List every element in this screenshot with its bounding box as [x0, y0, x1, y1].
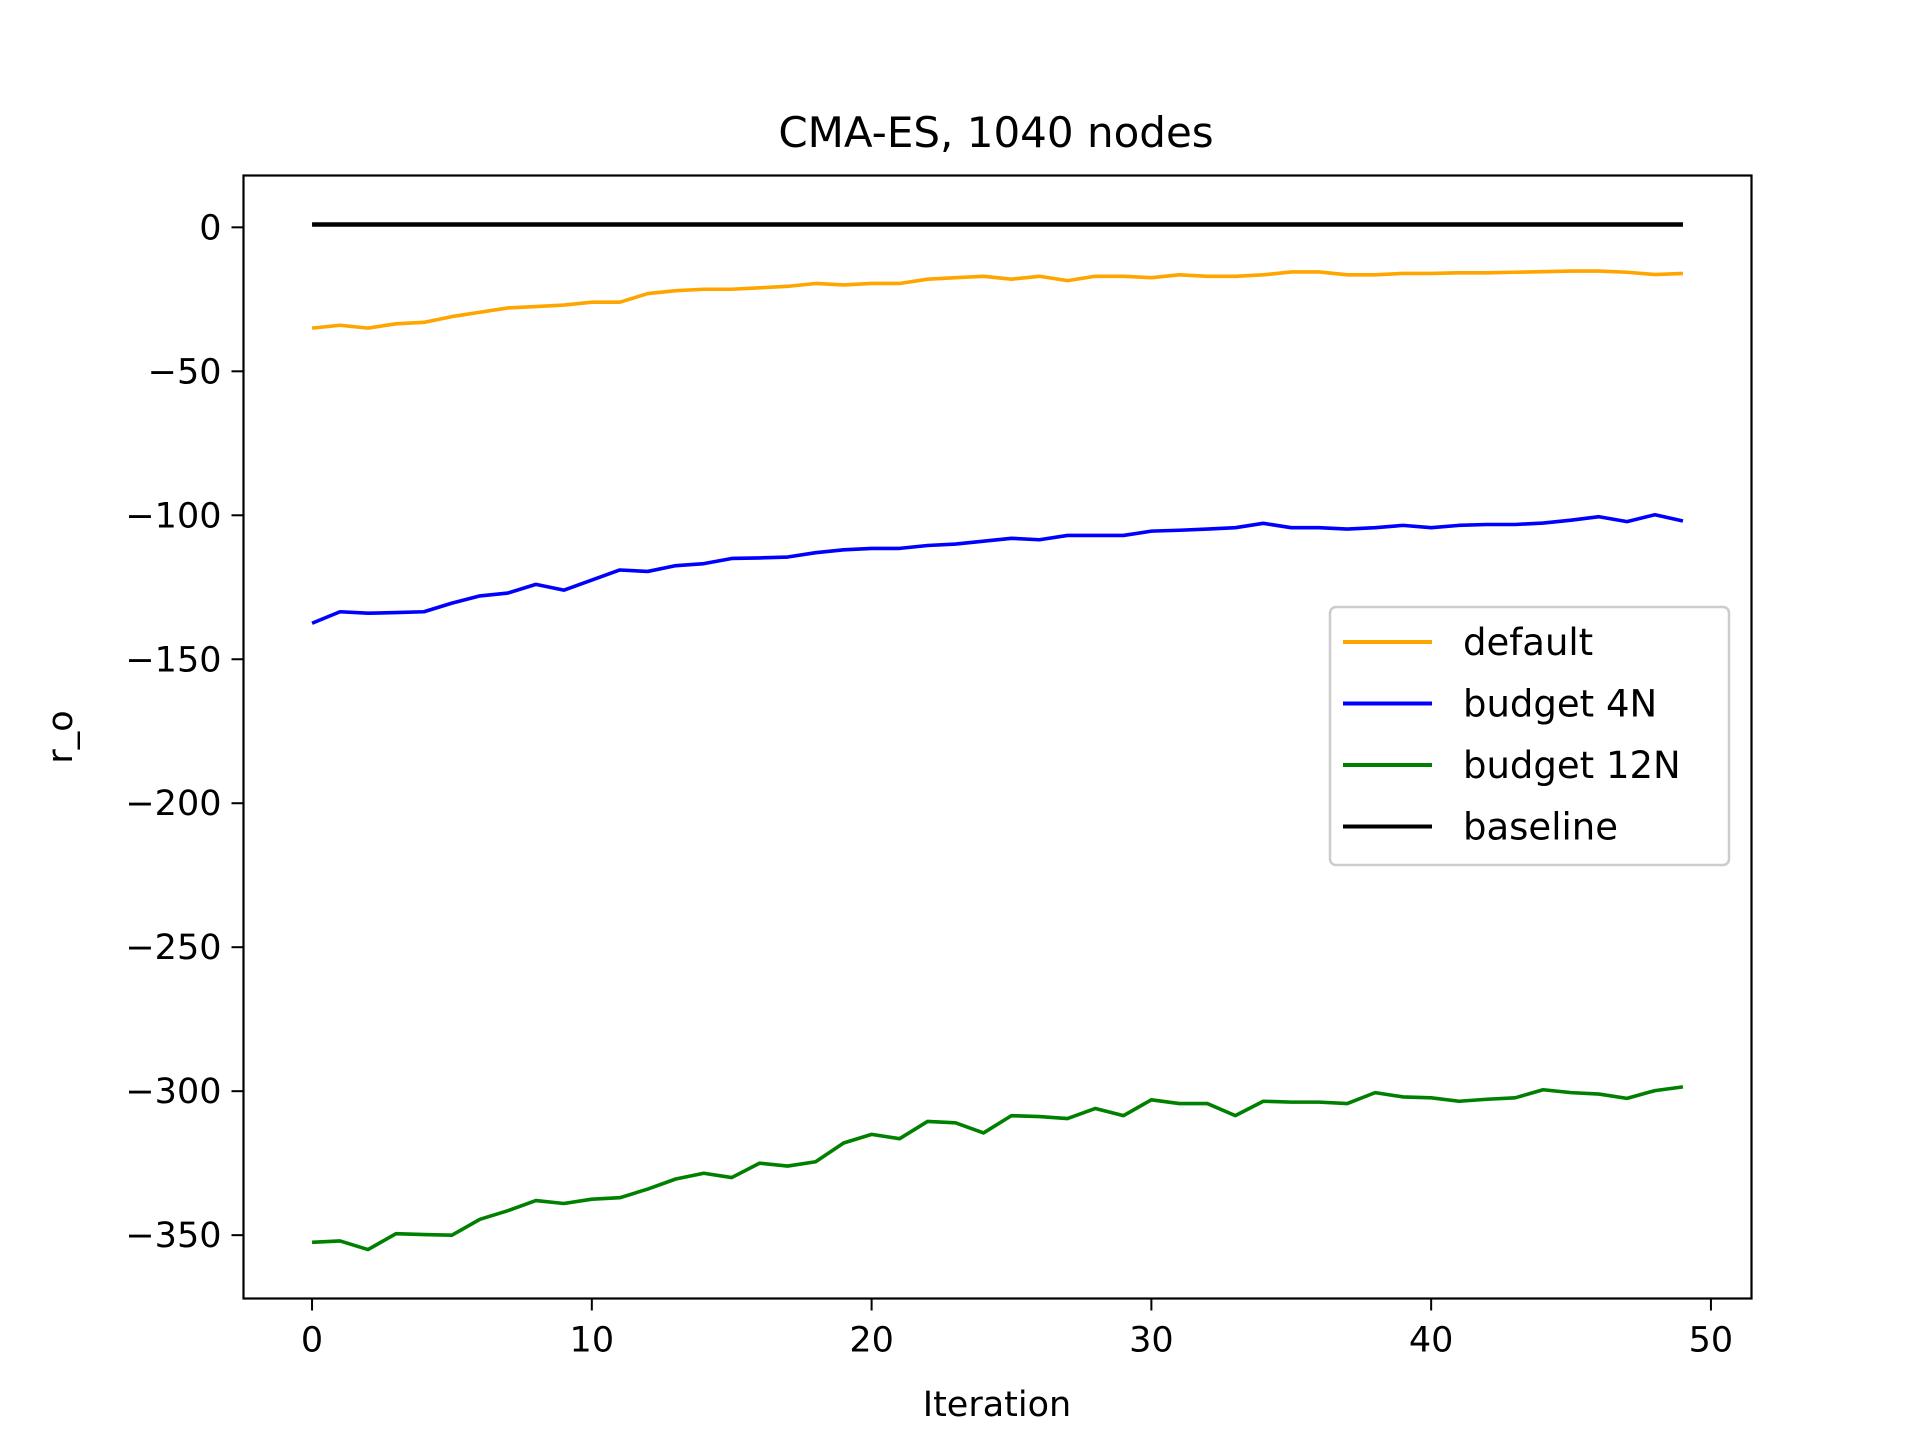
- series-line-budget-4n: [311, 512, 1684, 625]
- x-tick-label: 50: [1689, 1321, 1734, 1361]
- x-tick-label: 30: [1129, 1321, 1174, 1361]
- series-line-budget-12n: [311, 1085, 1684, 1252]
- plot-area: [242, 174, 1753, 1300]
- x-tick-label: 40: [1409, 1321, 1454, 1361]
- y-tick-label: −300: [125, 1072, 221, 1112]
- y-tick-label: −200: [125, 784, 221, 824]
- x-axis-label: Iteration: [923, 1385, 1071, 1425]
- x-tick-label: 0: [301, 1321, 323, 1361]
- legend-label-baseline: baseline: [1463, 806, 1618, 849]
- legend-label-budget-4n: budget 4N: [1463, 683, 1657, 726]
- y-axis-label: r_o: [41, 710, 81, 763]
- chart-title: CMA-ES, 1040 nodes: [778, 108, 1213, 157]
- y-tick-label: −350: [125, 1216, 221, 1256]
- legend-label-default: default: [1463, 621, 1593, 664]
- legend-items: default budget 4N budget 12N baseline: [1343, 621, 1681, 849]
- y-tick-label: −100: [125, 496, 221, 536]
- x-tick-label: 20: [849, 1321, 894, 1361]
- x-axis-ticks: 0 10 20 30 40 50: [301, 1298, 1734, 1361]
- y-tick-label: −250: [125, 928, 221, 968]
- y-tick-label: −150: [125, 640, 221, 680]
- y-tick-label: 0: [199, 208, 221, 248]
- y-axis-ticks: 0 −50 −100 −150 −200 −250 −300 −350: [125, 208, 244, 1256]
- legend-label-budget-12n: budget 12N: [1463, 744, 1681, 787]
- axes-frame: [242, 174, 1753, 1300]
- series-line-default: [311, 269, 1684, 330]
- x-tick-label: 10: [570, 1321, 615, 1361]
- legend-frame: [1328, 605, 1731, 867]
- series-layer: [311, 222, 1684, 1252]
- y-tick-label: −50: [148, 352, 222, 392]
- legend: default budget 4N budget 12N baseline: [1328, 605, 1731, 867]
